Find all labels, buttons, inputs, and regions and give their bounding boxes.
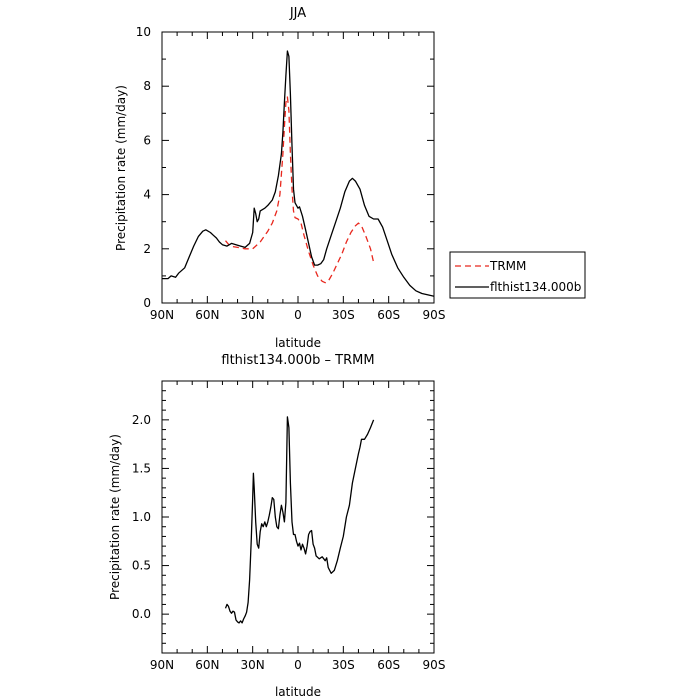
- bottom-title: flthist134.000b – TRMM: [221, 353, 374, 368]
- top-series-flthist134-000b-line: [162, 50, 435, 297]
- bottom-y-tick-label: 0.5: [132, 559, 151, 573]
- top-x-tick-label: 90N: [150, 308, 174, 322]
- top-x-tick-label: 30N: [241, 308, 265, 322]
- top-y-tick-label: 10: [136, 25, 151, 39]
- top-y-tick-label: 0: [143, 296, 151, 310]
- top-y-tick-label: 2: [143, 242, 151, 256]
- top-y-tick-label: 6: [143, 133, 151, 147]
- top-y-axis-label: Precipitation rate (mm/day): [114, 85, 128, 251]
- bottom-x-tick-label: 60S: [377, 658, 400, 672]
- top-x-tick-label: 90S: [423, 308, 446, 322]
- bottom-y-tick-label: 0.0: [132, 607, 151, 621]
- bottom-x-tick-label: 30N: [241, 658, 265, 672]
- bottom-series-difference-line: [224, 416, 375, 624]
- top-x-tick-label: 60N: [195, 308, 219, 322]
- bottom-x-tick-label: 90N: [150, 658, 174, 672]
- bottom-x-tick-label: 30S: [332, 658, 355, 672]
- legend-box: [449, 251, 586, 299]
- bottom-x-tick-label: 0: [294, 658, 302, 672]
- bottom-y-tick-label: 2.0: [132, 413, 151, 427]
- top-x-axis-label: latitude: [275, 336, 321, 350]
- top-plot-frame: [161, 31, 435, 304]
- top-y-tick-label: 8: [143, 79, 151, 93]
- top-y-tick-label: 4: [143, 188, 151, 202]
- bottom-x-axis-label: latitude: [275, 685, 321, 699]
- legend-label-trmm: TRMM: [489, 259, 526, 273]
- bottom-y-axis-label: Precipitation rate (mm/day): [108, 434, 122, 600]
- bottom-panel: flthist134.000b – TRMM 90N 60N 30N 0 30S 60S 9…: [108, 353, 445, 699]
- bottom-y-tick-label: 1.5: [132, 461, 151, 475]
- legend: TRMM flthist134.000b: [449, 251, 586, 299]
- top-title: JJA: [289, 6, 306, 21]
- top-x-tick-label: 30S: [332, 308, 355, 322]
- bottom-y-tick-label: 1.0: [132, 510, 151, 524]
- legend-label-model: flthist134.000b: [490, 280, 581, 294]
- bottom-x-tick-label: 90S: [423, 658, 446, 672]
- top-series-trmm-line: [225, 96, 375, 284]
- bottom-plot-frame: [161, 380, 435, 654]
- top-x-tick-label: 60S: [377, 308, 400, 322]
- bottom-x-tick-label: 60N: [195, 658, 219, 672]
- top-x-tick-label: 0: [294, 308, 302, 322]
